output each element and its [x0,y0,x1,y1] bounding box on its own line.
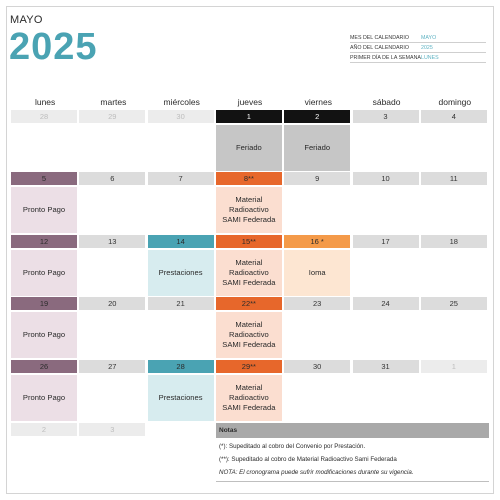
day-event: Prestaciones [147,250,214,296]
day-number: 12 [11,235,77,248]
day-number: 14 [147,235,214,248]
day-event-line: Pronto Pago [22,393,66,402]
note-line: NOTA: El cronograma puede sufrir modific… [219,469,414,476]
day-number: 20 [79,297,146,310]
day-number: 29 [79,110,146,123]
day-number: 5 [11,172,77,185]
day-number: 28 [147,360,214,373]
weekday-label: lunes [34,97,56,107]
day-number: 3 [352,110,419,123]
day-number: 26 [11,360,77,373]
day-event-line: SAMI Federada [222,403,276,412]
setting-label: MES DEL CALENDARIO [350,34,409,41]
day-number: 11 [420,172,487,185]
day-event-line: Radioactivo [229,393,269,402]
day-event-line: Prestaciones [158,268,203,277]
year-title: 2025 [9,26,98,68]
weekday-label: jueves [237,97,263,107]
day-event-line: Ioma [308,268,326,277]
day-number: 8** [215,172,282,185]
day-number: 13 [79,235,146,248]
day-event-line: Radioactivo [229,205,269,214]
notes-header: Notas [216,423,489,438]
calendar-frame [6,6,494,494]
day-event: Material Radioactivo SAMI Federada [215,250,282,296]
setting-first-day: PRIMER DÍA DE LA SEMANA LUNES [350,53,486,63]
day-event: Feriado [215,125,282,171]
day-event-line: Feriado [236,143,262,152]
day-event-line: Radioactivo [229,268,269,277]
day-event: Pronto Pago [11,250,77,296]
weekday-label: martes [100,97,127,107]
day-number: 30 [284,360,351,373]
day-event-line: SAMI Federada [222,340,276,349]
setting-value: 2025 [421,44,433,51]
weekday-label: domingo [438,97,472,107]
weekday-label: miércoles [163,97,200,107]
day-event: Ioma [284,250,351,296]
day-event-line: Prestaciones [158,393,203,402]
day-number: 10 [352,172,419,185]
day-event-line: SAMI Federada [222,278,276,287]
day-event: Feriado [284,125,351,171]
day-number: 28 [11,110,77,123]
day-number: 7 [147,172,214,185]
day-number: 17 [352,235,419,248]
weekday-label: sábado [372,97,401,107]
setting-value: LUNES [421,54,439,61]
day-number: 23 [284,297,351,310]
setting-value: MAYO [421,34,437,41]
weekday-label: viernes [304,97,332,107]
day-number: 29** [215,360,282,373]
day-event: Pronto Pago [11,375,77,421]
day-event-line: Material [235,195,263,204]
day-number: 24 [352,297,419,310]
day-event-line: SAMI Federada [222,215,276,224]
day-event-line: Material [235,258,263,267]
day-number: 21 [147,297,214,310]
note-line: (*): Supeditado al cobro del Convenio po… [219,443,366,450]
day-number: 22** [215,297,282,310]
setting-label: PRIMER DÍA DE LA SEMANA [350,54,421,61]
month-title: MAYO [10,14,43,26]
day-event-line: Radioactivo [229,330,269,339]
day-event-line: Pronto Pago [22,268,66,277]
day-number: 31 [352,360,419,373]
day-event-line: Pronto Pago [22,205,66,214]
day-number: 6 [79,172,146,185]
day-number: 3 [79,423,146,436]
day-event: Material Radioactivo SAMI Federada [215,187,282,233]
day-event: Prestaciones [147,375,214,421]
day-number: 16 * [284,235,351,248]
day-number: 27 [79,360,146,373]
note-line: (**): Supeditado al cobro de Material Ra… [219,456,397,463]
calendar-settings: MES DEL CALENDARIO MAYO AÑO DEL CALENDAR… [350,33,486,63]
day-number: 9 [284,172,351,185]
day-number: 15** [215,235,282,248]
setting-month: MES DEL CALENDARIO MAYO [350,33,486,43]
day-number: 25 [420,297,487,310]
setting-year: AÑO DEL CALENDARIO 2025 [350,43,486,53]
day-number: 30 [147,110,214,123]
day-event: Material Radioactivo SAMI Federada [215,375,282,421]
day-number: 2 [11,423,77,436]
day-number: 1 [420,360,487,373]
notes-divider [216,481,489,482]
day-event: Material Radioactivo SAMI Federada [215,312,282,358]
day-number: 4 [420,110,487,123]
day-number: 19 [11,297,77,310]
day-number: 1 [215,110,282,123]
day-number: 18 [420,235,487,248]
setting-label: AÑO DEL CALENDARIO [350,44,409,51]
day-event-line: Feriado [304,143,331,152]
day-number: 2 [284,110,351,123]
day-event-line: Pronto Pago [22,330,66,339]
day-event-line: Material [235,383,263,392]
day-event: Pronto Pago [11,312,77,358]
day-event-line: Material [235,320,263,329]
day-event: Pronto Pago [11,187,77,233]
weekday-header: lunes martes miércoles jueves viernes sá… [11,97,489,107]
